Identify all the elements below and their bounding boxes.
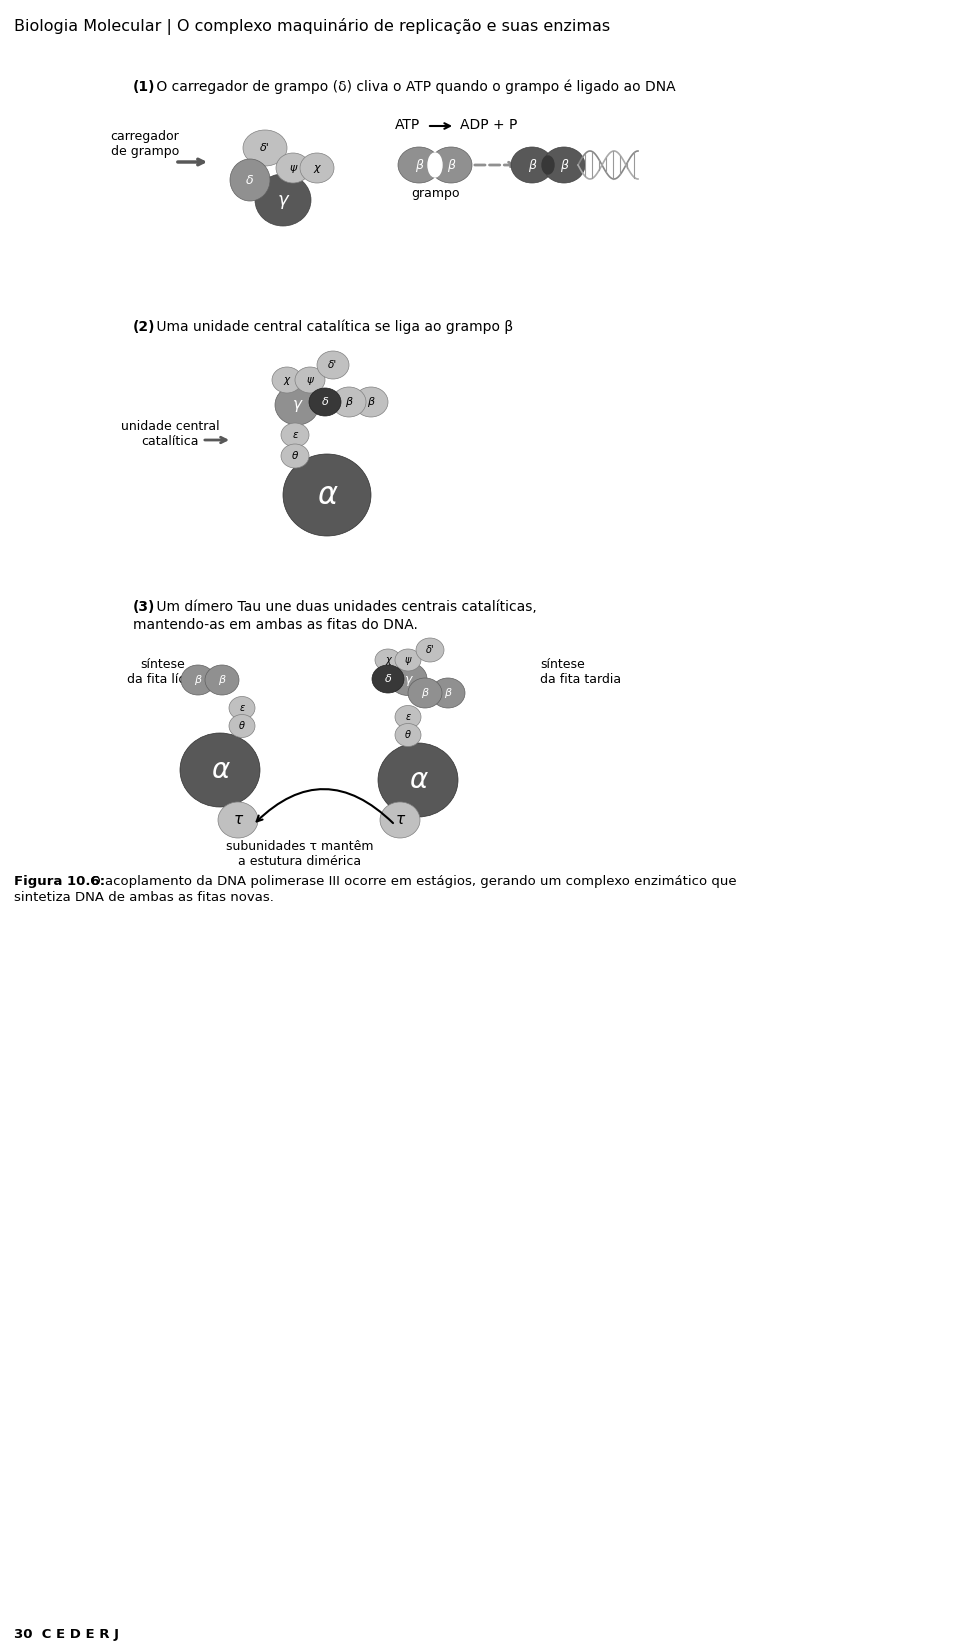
Ellipse shape (430, 146, 472, 182)
Text: síntese
da fita líder: síntese da fita líder (127, 657, 199, 687)
Text: ψ: ψ (289, 163, 297, 173)
Text: δ': δ' (425, 646, 434, 656)
Text: θ: θ (239, 721, 245, 731)
Text: 30  C E D E R J: 30 C E D E R J (14, 1628, 119, 1641)
Ellipse shape (230, 159, 270, 200)
Ellipse shape (275, 384, 319, 426)
Text: Uma unidade central catalítica se liga ao grampo β: Uma unidade central catalítica se liga a… (152, 320, 514, 335)
Text: ADP + P: ADP + P (460, 118, 517, 131)
Ellipse shape (380, 802, 420, 838)
Text: β: β (195, 675, 202, 685)
Text: δ: δ (322, 398, 328, 407)
Text: carregador
de grampo: carregador de grampo (110, 130, 180, 158)
Text: subunidades τ mantêm
a estutura dimérica: subunidades τ mantêm a estutura dimérica (227, 840, 373, 868)
Ellipse shape (543, 146, 585, 182)
Ellipse shape (229, 715, 255, 738)
Text: γ: γ (277, 191, 288, 209)
Ellipse shape (272, 366, 302, 393)
Text: (2): (2) (133, 320, 156, 334)
Text: δ': δ' (260, 143, 270, 153)
Ellipse shape (378, 743, 458, 817)
Ellipse shape (300, 153, 334, 182)
Ellipse shape (281, 422, 309, 447)
Text: β: β (560, 158, 568, 171)
Text: Um dímero Tau une duas unidades centrais catalíticas,: Um dímero Tau une duas unidades centrais… (152, 600, 537, 614)
Text: β: β (368, 398, 374, 407)
Ellipse shape (395, 723, 421, 746)
Text: τ: τ (233, 813, 243, 828)
Text: δ: δ (246, 174, 253, 187)
Text: γ: γ (293, 398, 301, 412)
Text: β: β (421, 688, 428, 698)
Text: θ: θ (292, 450, 299, 462)
Text: τ: τ (396, 813, 404, 828)
Ellipse shape (309, 388, 341, 416)
Text: grampo: grampo (411, 187, 459, 200)
Ellipse shape (408, 679, 442, 708)
Text: χ: χ (385, 656, 391, 665)
Ellipse shape (255, 174, 311, 227)
Ellipse shape (398, 146, 440, 182)
Ellipse shape (229, 697, 255, 720)
Ellipse shape (276, 153, 310, 182)
Text: Biologia Molecular | O complexo maquinário de replicação e suas enzimas: Biologia Molecular | O complexo maquinár… (14, 18, 611, 35)
Text: ATP: ATP (395, 118, 420, 131)
Text: ε: ε (292, 430, 298, 440)
Ellipse shape (243, 130, 287, 166)
Ellipse shape (542, 156, 554, 174)
Ellipse shape (372, 665, 404, 693)
Ellipse shape (354, 388, 388, 417)
Ellipse shape (218, 802, 258, 838)
Text: O acoplamento da DNA polimerase III ocorre em estágios, gerando um complexo enzi: O acoplamento da DNA polimerase III ocor… (86, 876, 736, 887)
Text: síntese
da fita tardia: síntese da fita tardia (540, 657, 621, 687)
Text: sintetiza DNA de ambas as fitas novas.: sintetiza DNA de ambas as fitas novas. (14, 891, 274, 904)
Text: (3): (3) (133, 600, 156, 614)
Text: β: β (219, 675, 226, 685)
Text: γ: γ (404, 672, 412, 685)
Ellipse shape (431, 679, 465, 708)
Text: ε: ε (405, 711, 411, 721)
Text: θ: θ (405, 729, 411, 739)
Ellipse shape (205, 665, 239, 695)
Ellipse shape (317, 352, 349, 380)
Ellipse shape (416, 637, 444, 662)
Text: unidade central
catalítica: unidade central catalítica (121, 421, 219, 449)
Text: δ': δ' (328, 360, 338, 370)
Text: β: β (528, 158, 536, 171)
Ellipse shape (511, 146, 553, 182)
Text: β: β (444, 688, 451, 698)
Text: β: β (415, 158, 423, 171)
Text: (1): (1) (133, 81, 156, 94)
Ellipse shape (295, 366, 325, 393)
Text: χ: χ (284, 375, 290, 384)
Text: δ: δ (385, 674, 392, 683)
Ellipse shape (283, 453, 371, 536)
Text: α: α (317, 480, 337, 509)
Text: β: β (447, 158, 455, 171)
Text: mantendo-as em ambas as fitas do DNA.: mantendo-as em ambas as fitas do DNA. (133, 618, 418, 633)
Ellipse shape (395, 649, 421, 670)
Ellipse shape (395, 705, 421, 728)
Text: ε: ε (239, 703, 245, 713)
Text: Figura 10.6:: Figura 10.6: (14, 876, 106, 887)
Ellipse shape (181, 665, 215, 695)
Text: β: β (346, 398, 352, 407)
Ellipse shape (428, 153, 442, 177)
Text: χ: χ (314, 163, 321, 173)
Text: α: α (409, 766, 427, 794)
Ellipse shape (389, 662, 427, 695)
Ellipse shape (180, 733, 260, 807)
Ellipse shape (375, 649, 401, 670)
Ellipse shape (332, 388, 366, 417)
Text: O carregador de grampo (δ) cliva o ATP quando o grampo é ligado ao DNA: O carregador de grampo (δ) cliva o ATP q… (152, 81, 676, 95)
Text: ψ: ψ (405, 656, 411, 665)
Ellipse shape (281, 444, 309, 468)
Text: ψ: ψ (306, 375, 313, 384)
Text: α: α (211, 756, 229, 784)
